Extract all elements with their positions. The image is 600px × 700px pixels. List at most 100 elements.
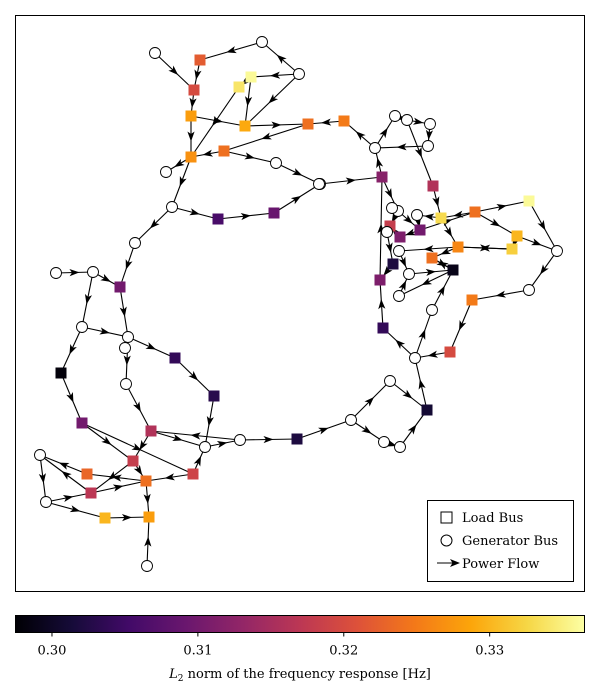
power-flow-arrow <box>38 473 46 484</box>
load-bus <box>444 346 456 358</box>
power-flow-arrow <box>432 196 440 207</box>
load-bus-legend-marker <box>440 511 453 524</box>
load-bus <box>523 195 535 207</box>
power-flow-arrow <box>271 121 282 129</box>
power-flow-arrow <box>261 132 272 140</box>
power-flow-arrow <box>121 514 132 522</box>
power-flow-arrow <box>212 116 223 124</box>
load-bus <box>127 455 139 467</box>
power-flow-arrow <box>364 396 375 407</box>
load-bus <box>185 110 197 122</box>
load-bus <box>435 212 447 224</box>
generator-bus-legend-label: Generator Bus <box>462 534 558 549</box>
power-flow-arrow <box>139 439 148 451</box>
power-flow-arrow <box>424 213 435 221</box>
power-flow-arrow <box>537 219 546 231</box>
power-flow-arrow <box>495 290 507 298</box>
colorbar-tick-label: 0.31 <box>183 644 212 659</box>
power-flow-arrow <box>418 329 426 340</box>
generator-bus <box>422 140 434 152</box>
generator-bus <box>149 47 161 59</box>
power-flow-arrow <box>149 218 160 229</box>
power-flow-arrow <box>112 484 124 492</box>
power-flow-arrow <box>216 440 228 449</box>
generator-bus <box>270 157 282 169</box>
load-bus <box>338 115 350 127</box>
load-bus <box>208 390 220 402</box>
power-flow-arrow <box>164 473 175 481</box>
power-flow-arrow <box>318 427 329 435</box>
power-flow-arrow <box>425 129 434 140</box>
load-bus <box>427 180 439 192</box>
generator-bus <box>386 202 398 214</box>
generator-bus <box>313 178 325 190</box>
load-bus <box>239 120 251 132</box>
power-flow-arrow <box>133 464 143 476</box>
power-flow-arrow <box>194 69 202 80</box>
load-bus <box>169 352 181 364</box>
power-flow-arrow <box>226 46 237 54</box>
load-bus <box>426 252 438 264</box>
load-bus <box>188 84 200 96</box>
generator-bus <box>393 245 405 257</box>
generator-bus <box>345 414 357 426</box>
load-bus-legend-label: Load Bus <box>462 511 523 526</box>
power-flow-arrow <box>384 187 393 199</box>
load-bus <box>114 281 126 293</box>
colorbar-tick-label: 0.32 <box>329 644 358 659</box>
power-flow-arrow <box>453 210 464 218</box>
power-flow-arrow <box>193 455 202 467</box>
power-flow-arrow <box>100 273 111 282</box>
colorbar-ticks: 0.30 0.31 0.32 0.33 <box>37 632 504 659</box>
power-flow-arrow <box>385 242 393 253</box>
power-flow-arrow <box>345 177 356 185</box>
load-bus <box>55 367 67 379</box>
power-flow-arrow <box>440 247 452 255</box>
power-flow-arrow <box>414 147 422 158</box>
load-bus <box>268 207 280 219</box>
power-flow-arrow <box>123 355 131 366</box>
power-flow-arrow <box>355 131 366 141</box>
power-flow-arrow <box>270 71 281 79</box>
power-flow-arrow <box>61 471 72 480</box>
power-flow-legend-label: Power Flow <box>462 557 539 572</box>
legend: Load Bus Generator Bus Power Flow <box>427 500 574 582</box>
power-flow-arrow <box>276 54 287 64</box>
generator-bus <box>381 226 393 238</box>
generator-bus <box>378 436 390 448</box>
load-bus <box>291 433 303 445</box>
power-flow-arrow <box>58 462 70 470</box>
power-flow-arrow <box>402 214 413 224</box>
power-flow-arrow <box>84 293 93 305</box>
power-flow-arrow <box>412 117 424 125</box>
power-flow-arrow <box>531 238 542 246</box>
load-bus <box>421 404 433 416</box>
generator-bus <box>129 237 141 249</box>
generator-bus <box>34 449 46 461</box>
generator-bus <box>426 304 438 316</box>
power-flow-arrow <box>479 244 490 252</box>
load-bus <box>218 145 230 157</box>
power-flow-arrow <box>376 157 384 169</box>
power-flow-arrow <box>398 256 406 268</box>
edges-layer <box>38 41 558 567</box>
power-flow-arrow <box>62 494 74 503</box>
generator-bus <box>523 284 535 296</box>
power-flow-arrow <box>188 370 199 381</box>
power-flow-arrow <box>459 319 467 331</box>
colorbar-tick-label: 0.33 <box>475 644 504 659</box>
power-flow-arrow <box>187 131 195 142</box>
power-flow-arrow <box>69 505 81 513</box>
generator-bus <box>141 560 153 572</box>
colorbar-gradient <box>15 615 585 633</box>
load-bus <box>245 71 257 83</box>
load-bus <box>466 294 478 306</box>
power-flow-arrow <box>398 280 407 292</box>
load-bus <box>469 206 481 218</box>
load-bus <box>76 417 88 429</box>
load-bus <box>377 322 389 334</box>
generator-bus <box>50 267 62 279</box>
power-flow-arrow <box>407 424 417 435</box>
power-flow-arrow <box>405 228 416 236</box>
power-flow-arrow <box>168 65 179 75</box>
